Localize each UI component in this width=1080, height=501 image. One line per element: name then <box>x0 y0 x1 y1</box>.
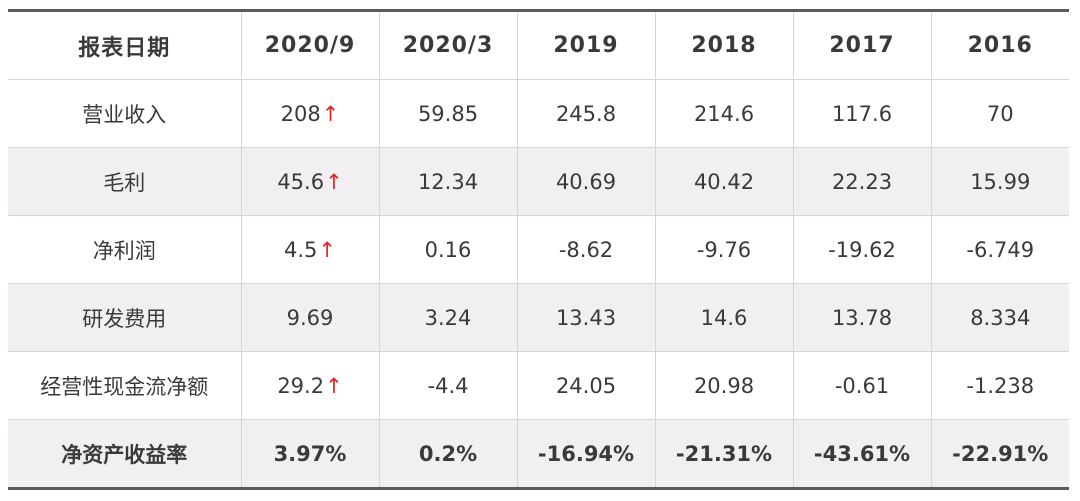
table-cell: 13.43 <box>517 283 656 352</box>
row-label: 研发费用 <box>8 283 242 352</box>
table-cell: -19.62 <box>793 215 932 284</box>
table-row-gross-profit: 毛利 45.6↑ 12.34 40.69 40.42 22.23 15.99 <box>8 147 1069 216</box>
table-cell: 3.97% <box>241 419 380 490</box>
table-cell: 29.2↑ <box>241 351 380 420</box>
header-cell-2020-3: 2020/3 <box>379 9 518 80</box>
row-label: 净资产收益率 <box>8 419 242 490</box>
table-cell: 0.16 <box>379 215 518 284</box>
table-cell: 245.8 <box>517 79 656 148</box>
table-cell: 70 <box>931 79 1069 148</box>
cell-value: 208 <box>280 101 321 126</box>
row-label: 营业收入 <box>8 79 242 148</box>
financial-table-wrap: 报表日期 2020/9 2020/3 2019 2018 2017 2016 营… <box>8 9 1069 490</box>
table-cell: -22.91% <box>931 419 1069 490</box>
table-row-operating-cash-flow: 经营性现金流净额 29.2↑ -4.4 24.05 20.98 -0.61 -1… <box>8 351 1069 420</box>
table-cell: 4.5↑ <box>241 215 380 284</box>
header-cell-2016: 2016 <box>931 9 1069 80</box>
table-row-net-profit: 净利润 4.5↑ 0.16 -8.62 -9.76 -19.62 -6.749 <box>8 215 1069 284</box>
table-cell: -43.61% <box>793 419 932 490</box>
table-cell: 9.69 <box>241 283 380 352</box>
table-cell: 8.334 <box>931 283 1069 352</box>
up-arrow-icon: ↑ <box>325 169 343 194</box>
header-row: 报表日期 2020/9 2020/3 2019 2018 2017 2016 <box>8 9 1069 80</box>
table-cell: 45.6↑ <box>241 147 380 216</box>
table-cell: -1.238 <box>931 351 1069 420</box>
table-cell: 13.78 <box>793 283 932 352</box>
table-cell: 12.34 <box>379 147 518 216</box>
table-cell: 40.69 <box>517 147 656 216</box>
table-cell: 24.05 <box>517 351 656 420</box>
cell-value: 45.6 <box>277 169 325 194</box>
table-cell: 208↑ <box>241 79 380 148</box>
up-arrow-icon: ↑ <box>325 373 343 398</box>
header-cell-2018: 2018 <box>655 9 794 80</box>
table-cell: 40.42 <box>655 147 794 216</box>
table-cell: 14.6 <box>655 283 794 352</box>
financial-table: 报表日期 2020/9 2020/3 2019 2018 2017 2016 营… <box>8 9 1069 490</box>
table-cell: 22.23 <box>793 147 932 216</box>
header-cell-report-date: 报表日期 <box>8 9 242 80</box>
table-cell: -21.31% <box>655 419 794 490</box>
table-cell: -8.62 <box>517 215 656 284</box>
cell-value: 29.2 <box>277 373 325 398</box>
table-cell: -16.94% <box>517 419 656 490</box>
table-row-revenue: 营业收入 208↑ 59.85 245.8 214.6 117.6 70 <box>8 79 1069 148</box>
table-cell: 3.24 <box>379 283 518 352</box>
header-cell-2017: 2017 <box>793 9 932 80</box>
table-cell: 15.99 <box>931 147 1069 216</box>
up-arrow-icon: ↑ <box>318 237 336 262</box>
table-cell: 214.6 <box>655 79 794 148</box>
table-cell: 117.6 <box>793 79 932 148</box>
up-arrow-icon: ↑ <box>321 101 340 126</box>
table-row-roe: 净资产收益率 3.97% 0.2% -16.94% -21.31% -43.61… <box>8 419 1069 490</box>
header-cell-2020-9: 2020/9 <box>241 9 380 80</box>
row-label: 净利润 <box>8 215 242 284</box>
table-cell: 0.2% <box>379 419 518 490</box>
table-cell: -0.61 <box>793 351 932 420</box>
table-row-rd-expense: 研发费用 9.69 3.24 13.43 14.6 13.78 8.334 <box>8 283 1069 352</box>
row-label: 经营性现金流净额 <box>8 351 242 420</box>
table-cell: -6.749 <box>931 215 1069 284</box>
header-cell-2019: 2019 <box>517 9 656 80</box>
table-cell: 59.85 <box>379 79 518 148</box>
table-cell: 20.98 <box>655 351 794 420</box>
table-cell: -9.76 <box>655 215 794 284</box>
row-label: 毛利 <box>8 147 242 216</box>
cell-value: 4.5 <box>283 237 318 262</box>
table-cell: -4.4 <box>379 351 518 420</box>
